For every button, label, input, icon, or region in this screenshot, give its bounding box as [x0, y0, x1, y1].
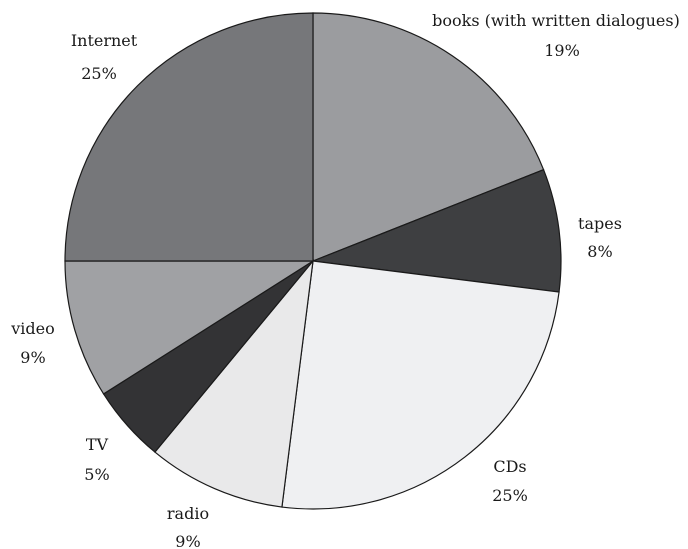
pie-slice-tapes [312, 168, 562, 293]
slice-label-tv: TV [86, 435, 109, 454]
slice-label-internet: Internet [71, 31, 138, 50]
slice-pct-radio: 9% [175, 532, 200, 549]
pie-slice-books [312, 12, 545, 262]
pie-slice-cds [281, 260, 560, 510]
slice-pct-video: 9% [20, 348, 45, 367]
pie-slices [64, 12, 562, 510]
pie-slice-radio [154, 259, 314, 508]
pie-slice-video [64, 260, 316, 395]
slice-label-cds: CDs [493, 457, 526, 476]
pie-labels: books (with written dialogues) 19% tapes… [10, 11, 680, 549]
slice-label-books: books (with written dialogues) [432, 11, 680, 30]
pie-slice-internet [64, 12, 314, 262]
slice-pct-tapes: 8% [587, 242, 612, 261]
slice-label-video: video [10, 319, 55, 338]
slice-pct-books: 19% [544, 41, 580, 60]
slice-pct-cds: 25% [492, 486, 528, 505]
slice-label-tapes: tapes [578, 214, 622, 233]
slice-pct-tv: 5% [84, 465, 109, 484]
slice-label-radio: radio [167, 504, 209, 523]
slice-pct-internet: 25% [81, 64, 117, 83]
